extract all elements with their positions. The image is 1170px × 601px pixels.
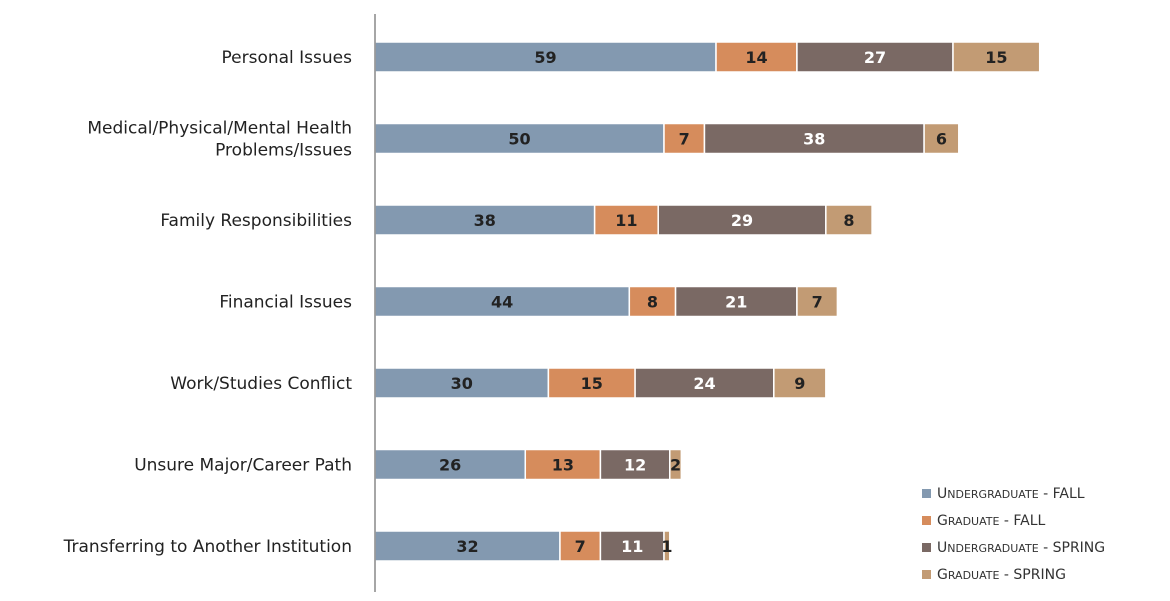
bar-segment	[599, 448, 671, 481]
data-label: 7	[812, 293, 823, 312]
bar-segment	[374, 285, 631, 318]
data-label: 2	[670, 456, 681, 475]
category-label: Medical/Physical/Mental Health Problems/I…	[87, 119, 352, 161]
legend-label: GRADUATE - SPRING	[937, 567, 1066, 583]
data-label: 44	[491, 293, 513, 312]
bar-segment	[628, 285, 677, 318]
data-label: 27	[864, 48, 886, 67]
data-label: 38	[474, 211, 496, 230]
data-label: 24	[693, 374, 715, 393]
bar-segment	[952, 41, 1041, 73]
data-label: 1	[661, 537, 672, 556]
legend-label: GRADUATE - FALL	[937, 513, 1046, 529]
data-label: 15	[985, 48, 1007, 67]
bar-segment	[773, 367, 827, 399]
category-labels: Personal Issues Medical/Physical/Mental H…	[63, 48, 353, 557]
data-label: 11	[615, 211, 637, 230]
bar-segment	[663, 122, 706, 155]
bar-segment	[669, 448, 683, 481]
bar-segment	[703, 122, 925, 155]
bar-segment	[374, 122, 665, 155]
data-label: 50	[508, 130, 530, 149]
bar-segment	[825, 204, 873, 236]
legend-swatch	[922, 570, 931, 579]
bar-segment	[715, 41, 798, 73]
legend: UNDERGRADUATE - FALL GRADUATE - FALL UNDER…	[922, 486, 1105, 583]
data-label: 6	[936, 130, 947, 149]
bar-segment	[923, 122, 960, 155]
data-label: 21	[725, 293, 747, 312]
legend-label: UNDERGRADUATE - SPRING	[937, 540, 1105, 556]
data-label: 38	[803, 130, 825, 149]
legend-swatch	[922, 543, 931, 552]
category-label: Family Responsibilities	[160, 211, 352, 231]
category-label: Personal Issues	[222, 48, 353, 68]
data-label: 8	[647, 293, 658, 312]
bar-segment	[524, 448, 602, 481]
data-label: 32	[456, 537, 478, 556]
legend-label: UNDERGRADUATE - FALL	[937, 486, 1085, 502]
data-label: 13	[552, 456, 574, 475]
category-label: Transferring to Another Institution	[63, 537, 352, 557]
data-label: 30	[451, 374, 473, 393]
category-label: Financial Issues	[219, 293, 352, 313]
data-label: 8	[843, 211, 854, 230]
data-label: 7	[679, 130, 690, 149]
data-label: 15	[581, 374, 603, 393]
bar-segment	[796, 41, 954, 73]
bars	[374, 41, 1041, 562]
bar-segment	[634, 367, 775, 399]
bar-segment	[796, 285, 839, 318]
data-label: 7	[575, 537, 586, 556]
category-label: Unsure Major/Career Path	[134, 456, 352, 476]
data-label: 14	[745, 48, 767, 67]
bar-segment	[593, 204, 659, 236]
data-label: 29	[731, 211, 753, 230]
data-label: 9	[794, 374, 805, 393]
data-label: 59	[534, 48, 556, 67]
category-label: Work/Studies Conflict	[170, 374, 352, 394]
legend-swatch	[922, 516, 931, 525]
data-label: 12	[624, 456, 646, 475]
data-label: 11	[621, 537, 643, 556]
bar-segment	[559, 530, 602, 562]
bar-segment	[663, 530, 671, 562]
legend-swatch	[922, 489, 931, 498]
data-label: 26	[439, 456, 461, 475]
